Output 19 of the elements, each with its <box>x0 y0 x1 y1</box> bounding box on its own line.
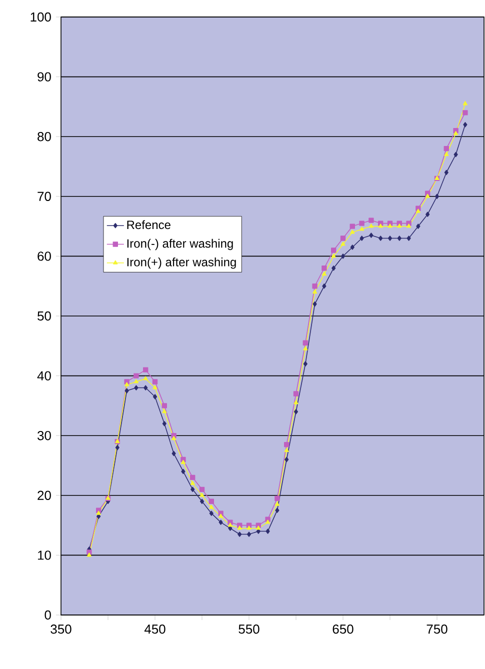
y-tick-label: 40 <box>37 371 51 380</box>
y-tick-label: 30 <box>38 430 51 440</box>
x-tick-label: 550 <box>238 624 260 634</box>
legend-label: Iron(+) after washing <box>127 258 236 269</box>
y-tick-label: 60 <box>38 252 51 261</box>
x-tick-label: 750 <box>426 624 448 634</box>
y-tick-label: 100 <box>30 12 51 22</box>
legend-label: Refence <box>127 220 170 230</box>
x-tick-label: 450 <box>144 624 166 634</box>
y-tick-label: 20 <box>38 490 51 500</box>
y-tick-label: 0 <box>44 610 51 620</box>
x-tick-label: 350 <box>50 624 72 634</box>
y-tick-label: 50 <box>38 311 51 321</box>
x-tick-label: 650 <box>332 624 354 634</box>
y-tick-label: 10 <box>38 550 51 560</box>
y-tick-label: 80 <box>38 132 51 142</box>
y-tick-label: 90 <box>38 72 51 82</box>
legend-label: Iron(-) after washing <box>127 238 233 250</box>
y-tick-label: 70 <box>38 192 51 201</box>
